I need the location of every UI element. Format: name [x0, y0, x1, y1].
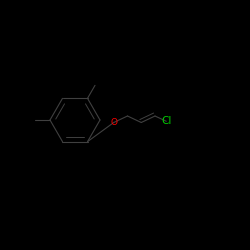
Text: Cl: Cl [161, 116, 172, 126]
Text: O: O [110, 118, 117, 127]
